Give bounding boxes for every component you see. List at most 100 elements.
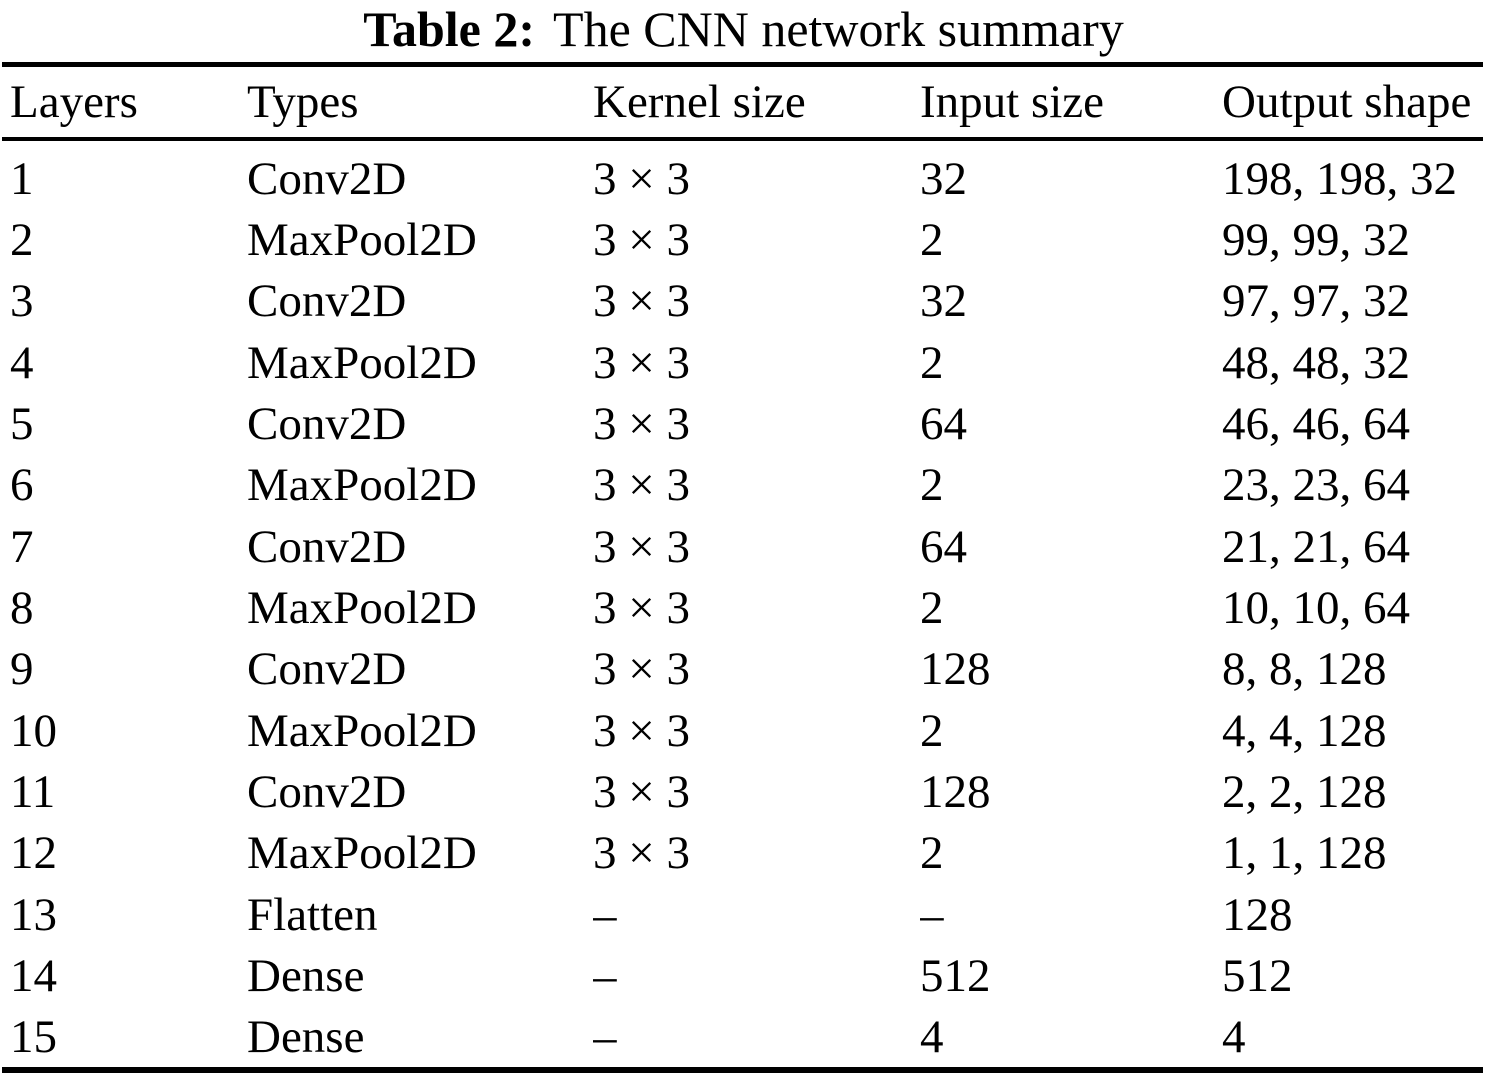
cell-kernel-size: 3 × 3	[593, 581, 691, 634]
table-row-6: 6 MaxPool2D 3 × 3 2 23, 23, 64	[0, 455, 1487, 516]
column-header-kernel-size: Kernel size	[593, 76, 806, 128]
cell-input-size: 2	[920, 704, 944, 757]
cell-input-size: 2	[920, 459, 944, 512]
cell-output-shape: 198, 198, 32	[1222, 152, 1457, 205]
table-row-7: 7 Conv2D 3 × 3 64 21, 21, 64	[0, 516, 1487, 577]
table-top-rule	[2, 62, 1483, 67]
cell-types: Conv2D	[247, 765, 407, 818]
cell-output-shape: 10, 10, 64	[1222, 581, 1410, 634]
cell-kernel-size: –	[593, 888, 617, 941]
cell-layers: 7	[10, 520, 34, 573]
cell-output-shape: 128	[1222, 888, 1293, 941]
table-row-13: 13 Flatten – – 128	[0, 884, 1487, 945]
cell-layers: 4	[10, 336, 34, 389]
table-row-1: 1 Conv2D 3 × 3 32 198, 198, 32	[0, 148, 1487, 209]
table-row-8: 8 MaxPool2D 3 × 3 2 10, 10, 64	[0, 577, 1487, 638]
cell-output-shape: 4, 4, 128	[1222, 704, 1387, 757]
cell-input-size: –	[920, 888, 944, 941]
cell-input-size: 2	[920, 827, 944, 880]
cell-output-shape: 21, 21, 64	[1222, 520, 1410, 573]
cell-layers: 14	[10, 949, 57, 1002]
cell-kernel-size: –	[593, 949, 617, 1002]
table-row-11: 11 Conv2D 3 × 3 128 2, 2, 128	[0, 761, 1487, 822]
cell-input-size: 512	[920, 949, 991, 1002]
cell-input-size: 128	[920, 643, 991, 696]
cell-kernel-size: 3 × 3	[593, 643, 691, 696]
table-row-12: 12 MaxPool2D 3 × 3 2 1, 1, 128	[0, 823, 1487, 884]
cell-kernel-size: 3 × 3	[593, 152, 691, 205]
cell-output-shape: 97, 97, 32	[1222, 275, 1410, 328]
cell-input-size: 32	[920, 275, 967, 328]
cell-types: MaxPool2D	[247, 581, 477, 634]
cell-input-size: 2	[920, 336, 944, 389]
cell-layers: 15	[10, 1011, 57, 1064]
table-row-4: 4 MaxPool2D 3 × 3 2 48, 48, 32	[0, 332, 1487, 393]
cell-types: MaxPool2D	[247, 336, 477, 389]
cell-output-shape: 46, 46, 64	[1222, 397, 1410, 450]
cell-output-shape: 23, 23, 64	[1222, 459, 1410, 512]
cell-layers: 9	[10, 643, 34, 696]
column-header-layers: Layers	[10, 76, 138, 128]
cell-types: MaxPool2D	[247, 459, 477, 512]
table-row-9: 9 Conv2D 3 × 3 128 8, 8, 128	[0, 639, 1487, 700]
cell-layers: 12	[10, 827, 57, 880]
table-caption: Table 2: The CNN network summary	[0, 0, 1487, 58]
table-bottom-rule	[2, 1067, 1483, 1073]
cell-output-shape: 8, 8, 128	[1222, 643, 1387, 696]
cell-kernel-size: –	[593, 1011, 617, 1064]
cell-kernel-size: 3 × 3	[593, 520, 691, 573]
cell-types: Conv2D	[247, 152, 407, 205]
cell-kernel-size: 3 × 3	[593, 704, 691, 757]
cell-input-size: 128	[920, 765, 991, 818]
column-header-input-size: Input size	[920, 76, 1105, 128]
cell-types: MaxPool2D	[247, 827, 477, 880]
cell-input-size: 64	[920, 397, 967, 450]
cell-types: MaxPool2D	[247, 704, 477, 757]
table-row-3: 3 Conv2D 3 × 3 32 97, 97, 32	[0, 271, 1487, 332]
cell-types: Conv2D	[247, 643, 407, 696]
cell-types: Conv2D	[247, 275, 407, 328]
cell-output-shape: 1, 1, 128	[1222, 827, 1387, 880]
column-header-output-shape: Output shape	[1222, 76, 1472, 128]
column-header-types: Types	[247, 76, 359, 128]
cell-kernel-size: 3 × 3	[593, 275, 691, 328]
cell-kernel-size: 3 × 3	[593, 336, 691, 389]
cell-layers: 1	[10, 152, 34, 205]
table-caption-label: Table 2:	[363, 1, 536, 57]
cell-input-size: 2	[920, 581, 944, 634]
cell-layers: 3	[10, 275, 34, 328]
cell-types: Conv2D	[247, 520, 407, 573]
cell-layers: 8	[10, 581, 34, 634]
table-row-10: 10 MaxPool2D 3 × 3 2 4, 4, 128	[0, 700, 1487, 761]
cell-output-shape: 48, 48, 32	[1222, 336, 1410, 389]
table-body: 1 Conv2D 3 × 3 32 198, 198, 32 2 MaxPool2D 3 × …	[0, 148, 1487, 1068]
cell-output-shape: 99, 99, 32	[1222, 213, 1410, 266]
cell-kernel-size: 3 × 3	[593, 827, 691, 880]
table-header-row: Layers Types Kernel size Input size Output s…	[0, 67, 1487, 137]
cell-layers: 10	[10, 704, 57, 757]
cell-input-size: 4	[920, 1011, 944, 1064]
cell-output-shape: 512	[1222, 949, 1293, 1002]
cell-output-shape: 4	[1222, 1011, 1246, 1064]
table-row-14: 14 Dense – 512 512	[0, 945, 1487, 1006]
table-row-2: 2 MaxPool2D 3 × 3 2 99, 99, 32	[0, 209, 1487, 270]
cell-output-shape: 2, 2, 128	[1222, 765, 1387, 818]
cell-kernel-size: 3 × 3	[593, 459, 691, 512]
table-row-15: 15 Dense – 4 4	[0, 1007, 1487, 1068]
cell-types: Dense	[247, 1011, 365, 1064]
cell-types: MaxPool2D	[247, 213, 477, 266]
cell-input-size: 32	[920, 152, 967, 205]
cell-kernel-size: 3 × 3	[593, 397, 691, 450]
cell-types: Dense	[247, 949, 365, 1002]
cell-layers: 6	[10, 459, 34, 512]
cell-types: Flatten	[247, 888, 378, 941]
cell-types: Conv2D	[247, 397, 407, 450]
table-header-rule	[2, 137, 1483, 141]
cell-layers: 11	[10, 765, 56, 818]
cell-layers: 5	[10, 397, 34, 450]
cell-input-size: 2	[920, 213, 944, 266]
cell-input-size: 64	[920, 520, 967, 573]
cell-kernel-size: 3 × 3	[593, 213, 691, 266]
cell-layers: 2	[10, 213, 34, 266]
